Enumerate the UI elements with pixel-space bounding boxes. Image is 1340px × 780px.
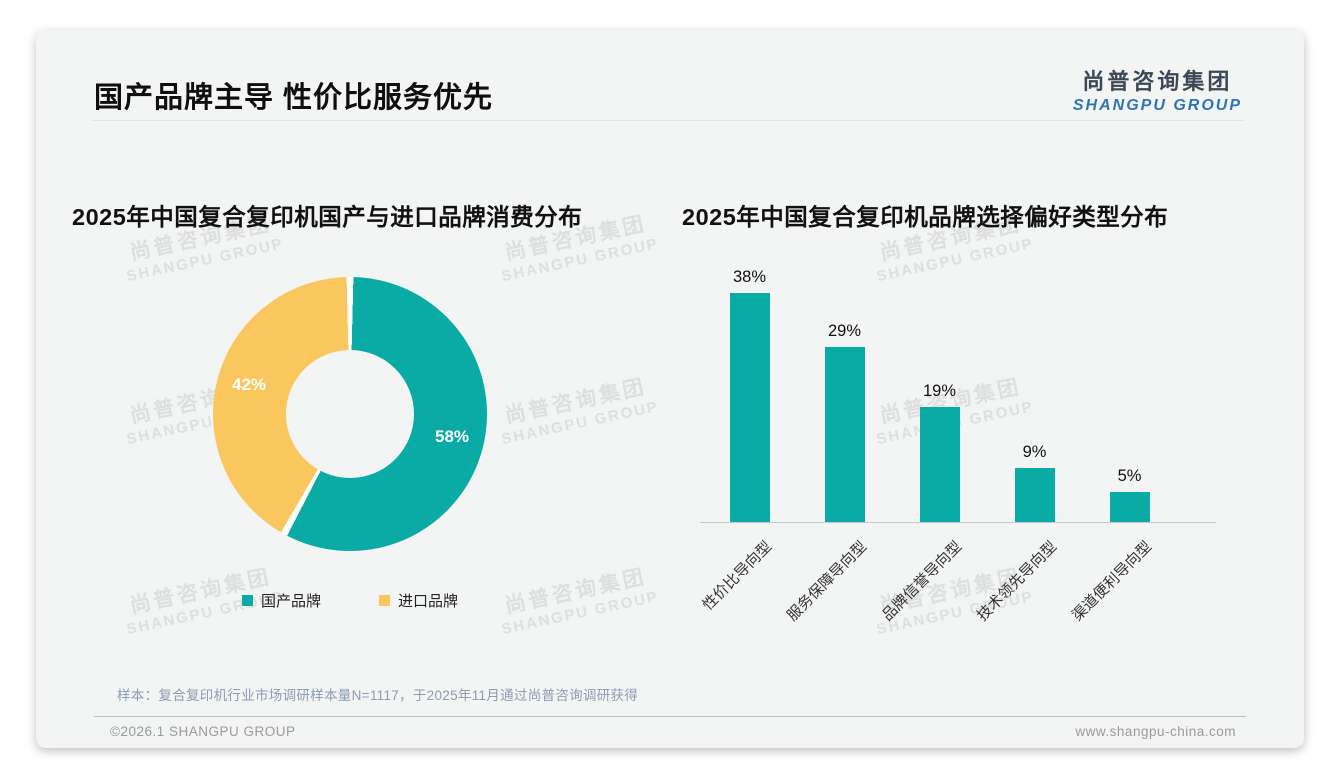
company-logo: 尚普咨询集团 SHANGPU GROUP — [1073, 64, 1242, 115]
donut-hole — [286, 350, 414, 478]
bar-column: 5% — [1082, 255, 1177, 522]
bar-column: 29% — [797, 255, 892, 522]
bar — [919, 407, 960, 522]
donut-chart: 58% 42% — [213, 277, 487, 551]
sample-note: 样本：复合复印机行业市场调研样本量N=1117，于2025年11月通过尚普咨询调… — [117, 688, 639, 703]
bar — [729, 293, 770, 522]
bar — [1014, 468, 1055, 522]
bar — [1109, 492, 1150, 522]
page-title: 国产品牌主导 性价比服务优先 — [94, 82, 494, 114]
legend-item-domestic: 国产品牌 — [241, 590, 321, 611]
bar-column: 19% — [892, 255, 987, 522]
logo-english-name: SHANGPU GROUP — [1072, 97, 1242, 114]
header-divider — [92, 120, 1244, 121]
bar-chart-title: 2025年中国复合复印机品牌选择偏好类型分布 — [682, 204, 1169, 230]
category-cell: 技术领先导向型 — [974, 522, 1082, 662]
bar-value-label: 9% — [1022, 443, 1047, 461]
logo-chinese-name: 尚普咨询集团 — [1082, 69, 1233, 94]
slide-card: 尚普咨询集团 SHANGPU GROUP 尚普咨询集团 SHANGPU GROUP … — [36, 30, 1304, 748]
legend-label: 国产品牌 — [260, 593, 321, 610]
bar — [824, 347, 865, 522]
bar-value-label: 29% — [827, 322, 862, 340]
category-cell: 渠道便利导向型 — [1069, 522, 1177, 662]
bar-chart: 38% 29% 19% 9% 5% — [702, 255, 1177, 522]
bar-value-label: 19% — [922, 382, 957, 400]
legend-item-imported: 进口品牌 — [379, 590, 458, 611]
copyright-text: ©2026.1 SHANGPU GROUP — [110, 724, 296, 739]
category-cell: 性价比导向型 — [700, 522, 797, 662]
donut-chart-title: 2025年中国复合复印机国产与进口品牌消费分布 — [72, 204, 583, 230]
x-axis-line — [700, 522, 1216, 523]
footer-divider — [94, 716, 1246, 717]
bar-column: 9% — [987, 255, 1082, 522]
bar-category-labels: 性价比导向型 服务保障导向型 品牌信誉导向型 技术领先导向型 渠道便利导向型 — [700, 522, 1177, 662]
website-url: www.shangpu-china.com — [1075, 724, 1236, 739]
donut-label-domestic: 58% — [434, 427, 470, 446]
donut-legend: 国产品牌 进口品牌 — [72, 590, 628, 611]
bar-column: 38% — [702, 255, 797, 522]
category-label: 性价比导向型 — [699, 538, 776, 614]
donut-label-imported: 42% — [231, 375, 267, 394]
category-cell: 服务保障导向型 — [784, 522, 892, 662]
legend-swatch-yellow — [379, 595, 390, 606]
category-cell: 品牌信誉导向型 — [879, 522, 987, 662]
legend-label: 进口品牌 — [398, 593, 459, 610]
legend-swatch-teal — [241, 595, 253, 606]
bar-value-label: 38% — [732, 268, 767, 286]
bar-value-label: 5% — [1117, 467, 1142, 485]
